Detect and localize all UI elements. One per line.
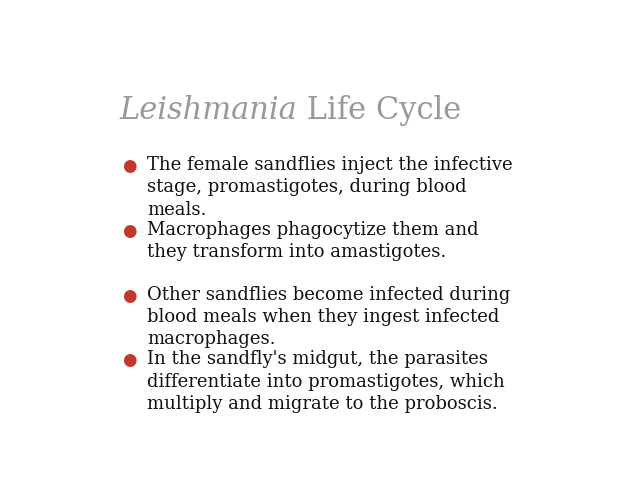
Text: Life Cycle: Life Cycle	[298, 95, 461, 126]
FancyBboxPatch shape	[75, 54, 581, 431]
Text: In the sandfly's midgut, the parasites
differentiate into promastigotes, which
m: In the sandfly's midgut, the parasites d…	[147, 350, 505, 413]
Text: ●: ●	[122, 222, 137, 240]
Text: ●: ●	[122, 287, 137, 305]
Text: Leishmania: Leishmania	[120, 95, 298, 126]
Text: ●: ●	[122, 351, 137, 370]
Text: Other sandflies become infected during
blood meals when they ingest infected
mac: Other sandflies become infected during b…	[147, 286, 510, 348]
Text: Macrophages phagocytize them and
they transform into amastigotes.: Macrophages phagocytize them and they tr…	[147, 221, 479, 261]
Text: ●: ●	[122, 157, 137, 175]
Text: The female sandflies inject the infective
stage, promastigotes, during blood
mea: The female sandflies inject the infectiv…	[147, 156, 513, 219]
